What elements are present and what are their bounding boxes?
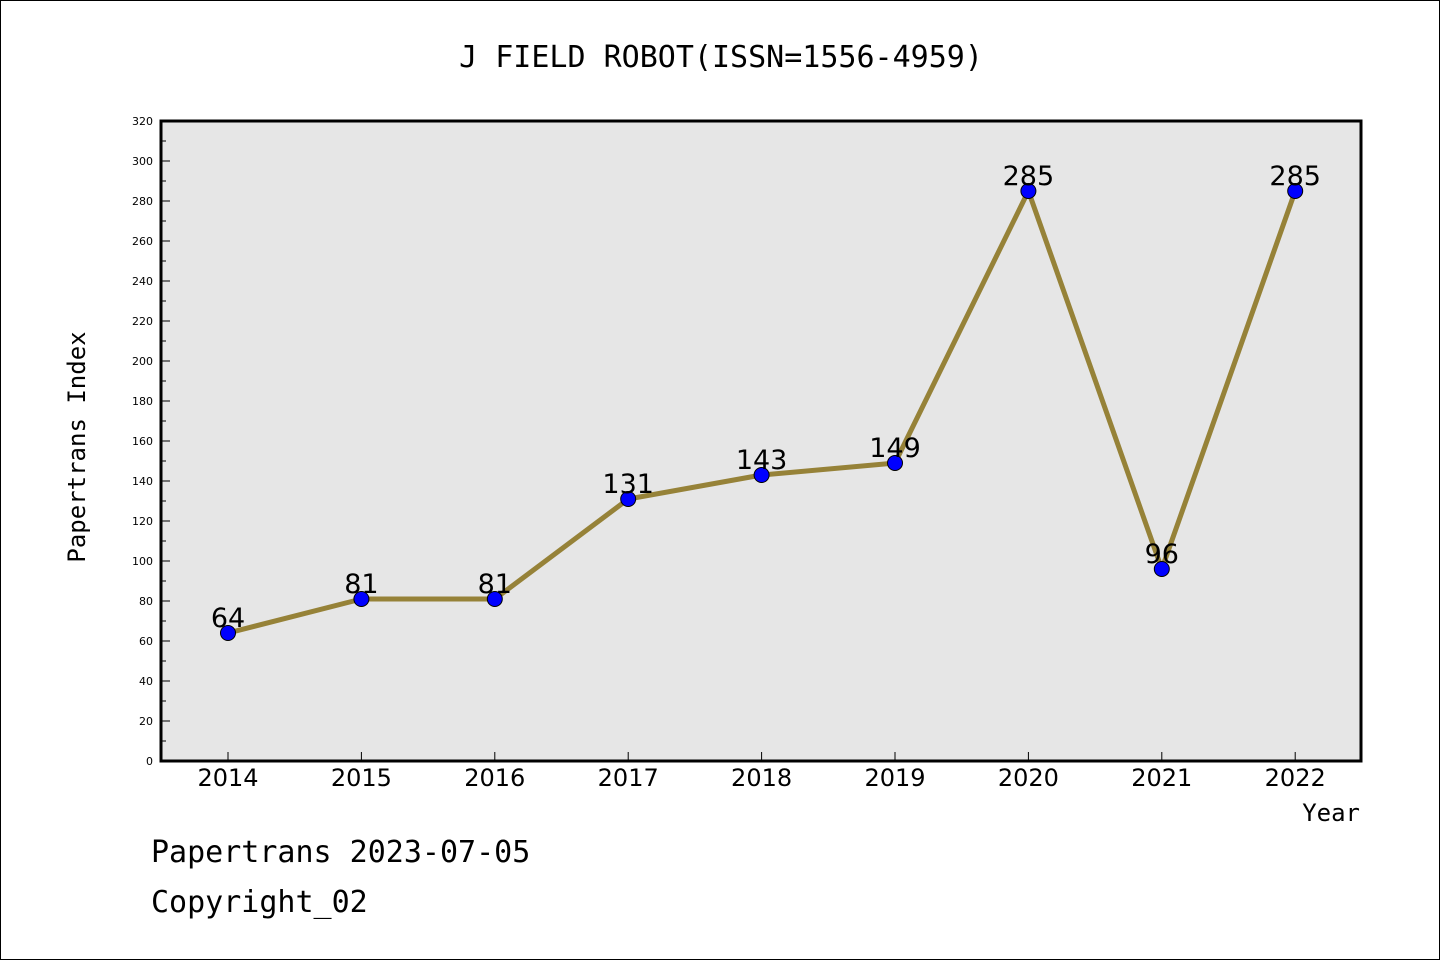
data-point-marker [620, 491, 637, 507]
x-tick-label: 2022 [1265, 764, 1326, 792]
y-tick-label: 180 [132, 395, 153, 408]
x-tick-label: 2021 [1131, 764, 1192, 792]
data-point-marker [353, 591, 370, 607]
x-axis: 2014 2015 2016 2017 2018 2019 2020 2021 2022 [197, 752, 1326, 792]
x-tick-label: 2018 [731, 764, 792, 792]
y-tick-label: 80 [139, 595, 153, 608]
footer-date-line: Papertrans 2023-07-05 [151, 835, 531, 870]
x-tick-label: 2015 [331, 764, 392, 792]
y-axis: 0 20 40 60 80 100 120 140 160 180 200 220 240 260 280 3… [132, 115, 170, 768]
y-tick-label: 300 [132, 155, 153, 168]
chart-title: J FIELD ROBOT(ISSN=1556-4959) [459, 40, 983, 75]
data-point-marker [753, 467, 770, 483]
x-tick-label: 2017 [598, 764, 659, 792]
y-axis-label: Papertrans Index [63, 331, 91, 562]
data-point-marker [887, 455, 903, 471]
data-label: 285 [1003, 161, 1055, 192]
data-label: 81 [344, 569, 378, 600]
y-tick-label: 200 [132, 355, 153, 368]
data-point-marker [220, 625, 236, 641]
data-labels: 64 81 81 131 143 149 285 96 285 [211, 161, 1321, 634]
data-label: 96 [1145, 539, 1179, 570]
x-tick-label: 2014 [197, 764, 258, 792]
y-tick-label: 260 [132, 235, 153, 248]
data-label: 64 [211, 603, 245, 634]
y-tick-label: 100 [132, 555, 153, 568]
y-tick-label: 20 [139, 715, 153, 728]
x-tick-label: 2020 [998, 764, 1059, 792]
plot-border [159, 119, 1363, 763]
plot-area [161, 121, 1361, 761]
footer-copyright-line: Copyright_02 [151, 885, 368, 920]
data-point-marker [1020, 183, 1037, 199]
y-tick-label: 160 [132, 435, 153, 448]
y-tick-label: 140 [132, 475, 153, 488]
x-tick-label: 2016 [464, 764, 525, 792]
y-tick-label: 240 [132, 275, 153, 288]
data-label: 81 [478, 569, 512, 600]
data-point-marker [1287, 183, 1304, 199]
x-axis-label: Year [1302, 799, 1360, 827]
y-tick-label: 0 [146, 755, 153, 768]
data-label: 131 [602, 469, 654, 500]
data-label: 143 [736, 445, 788, 476]
data-point-marker [486, 591, 503, 607]
y-tick-label: 120 [132, 515, 153, 528]
y-tick-label: 40 [139, 675, 153, 688]
data-markers [220, 183, 1304, 641]
y-tick-label: 320 [132, 115, 153, 128]
y-tick-label: 280 [132, 195, 153, 208]
data-point-marker [1153, 561, 1170, 577]
x-tick-label: 2019 [864, 764, 925, 792]
y-tick-label: 60 [139, 635, 153, 648]
data-label: 285 [1269, 161, 1321, 192]
data-label: 149 [869, 433, 921, 464]
y-tick-label: 220 [132, 315, 153, 328]
